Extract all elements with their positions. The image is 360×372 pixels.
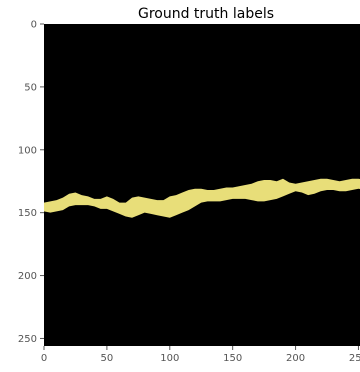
ground-truth-label-region [44, 178, 360, 218]
y-tick-label: 50 [24, 82, 37, 93]
x-tick-label: 250 [349, 353, 360, 364]
y-tick-label: 200 [18, 271, 37, 282]
x-tick-label: 200 [286, 353, 305, 364]
x-tick-label: 100 [160, 353, 179, 364]
x-tick-label: 150 [223, 353, 242, 364]
axes: 0 50 100 150 200 250 0 50 100 150 200 250 [18, 20, 360, 365]
plot-title: Ground truth labels [138, 6, 274, 22]
y-tick-label: 250 [18, 334, 37, 345]
y-tick-label: 100 [18, 145, 37, 156]
y-tick-label: 0 [31, 20, 37, 31]
x-tick-label: 0 [41, 353, 47, 364]
x-tick-label: 50 [101, 353, 114, 364]
image-area [44, 24, 360, 346]
y-tick-label: 150 [18, 208, 37, 219]
